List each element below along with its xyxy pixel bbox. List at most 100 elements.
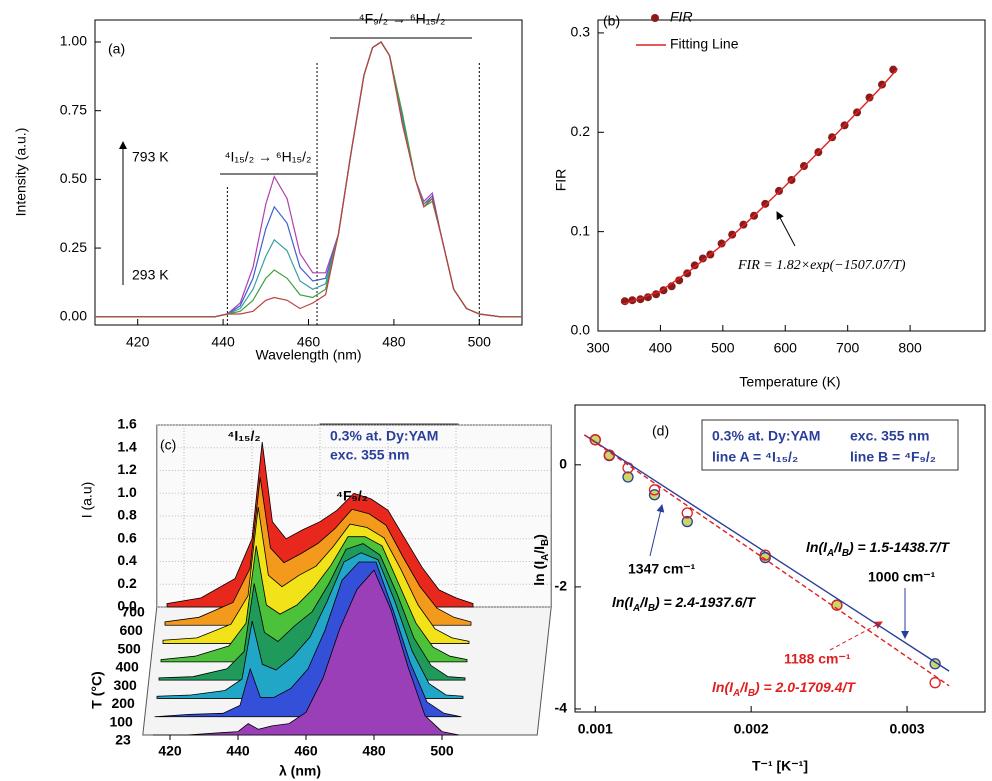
annotation: (a)	[108, 41, 125, 57]
text-part: ln (I	[531, 561, 547, 586]
text-part: A	[732, 688, 740, 699]
annotation: 1347 cm⁻¹	[628, 561, 696, 577]
y-axis-label: ln (IA/IB)	[531, 534, 551, 586]
annotation: (c)	[160, 437, 176, 453]
annotation: 793 K	[132, 149, 169, 165]
annotation: 0.3% at. Dy:YAM	[330, 428, 438, 444]
text-part: A	[826, 548, 834, 559]
y-tick-label: 1.2	[117, 461, 137, 477]
annotation: ⁴F₉/₂ → ⁶H₁₅/₂	[359, 11, 446, 27]
x-tick-label: 800	[898, 340, 922, 356]
data-point	[929, 658, 941, 670]
text-part: )	[531, 534, 547, 539]
depth-label: 700	[121, 604, 145, 620]
text-part: /I	[531, 546, 547, 554]
annotation: ⁴I₁₅/₂	[227, 428, 260, 444]
data-point	[675, 276, 684, 285]
text-part: ln(I	[612, 594, 634, 610]
spectrum-line	[95, 41, 522, 318]
annotation: ln(IA/IB) = 2.4-1937.6/T	[612, 594, 756, 614]
text-part: /I	[833, 539, 843, 555]
annotation: (d)	[652, 423, 669, 439]
y-tick-label: 0.2	[117, 575, 137, 591]
arrow	[829, 621, 883, 651]
annotation: 1000 cm⁻¹	[868, 569, 936, 585]
annotation: ⁴F₉/₂	[336, 488, 368, 504]
y-tick-label: 0	[559, 456, 567, 472]
x-tick-label: 400	[649, 340, 673, 356]
spectrum-layer	[153, 569, 460, 736]
data-point	[717, 239, 726, 248]
annotation: ln(IA/IB) = 2.0-1709.4/T	[712, 679, 856, 699]
x-tick-label: 700	[836, 340, 860, 356]
legend-label: FIR	[670, 9, 693, 25]
x-tick-label: 300	[586, 340, 610, 356]
x-tick-label: 420	[126, 334, 150, 350]
depth-label: 500	[117, 640, 141, 656]
text-part: ) = 2.4-1937.6/T	[653, 594, 756, 610]
y-tick-label: 0.50	[60, 170, 87, 186]
y-tick-label: 0.0	[117, 598, 137, 614]
annotation: FIR = 1.82×exp(−1507.07/T)	[737, 258, 906, 273]
y-tick-label: 0.8	[117, 507, 137, 523]
y-tick-label: -2	[555, 578, 568, 594]
data-point	[589, 434, 601, 446]
text-part: ln(I	[712, 679, 734, 695]
x-tick-label: 0.002	[734, 721, 769, 737]
fit-line	[584, 434, 950, 672]
y-tick-label: 0.4	[117, 552, 137, 568]
plot-frame	[574, 404, 986, 713]
x-tick-label: 460	[294, 743, 318, 759]
y-tick-label: -4	[555, 700, 568, 716]
depth-label: 400	[115, 659, 139, 675]
text-part: ) = 1.5-1438.7/T	[847, 539, 950, 555]
x-axis-label: Temperature (K)	[739, 374, 840, 390]
depth-label: 300	[113, 677, 137, 693]
data-point	[929, 677, 941, 689]
data-point	[865, 93, 874, 102]
z-axis-label: T (°C)	[89, 671, 105, 708]
x-tick-label: 420	[158, 743, 182, 759]
y-tick-label: 0.75	[60, 101, 87, 117]
y-tick-label: 0.00	[60, 307, 87, 323]
text-part: B	[842, 548, 849, 559]
text-part: B	[748, 688, 755, 699]
annotation: 293 K	[132, 267, 169, 283]
text-part: ) = 2.0-1709.4/T	[753, 679, 856, 695]
data-point	[648, 484, 661, 496]
y-tick-label: 0.1	[571, 222, 591, 238]
arrow	[649, 504, 665, 557]
text-part: /I	[639, 594, 649, 610]
fit-line	[584, 434, 950, 687]
y-axis-label: I (a.u)	[79, 482, 95, 519]
annotation: (b)	[603, 13, 620, 29]
depth-label: 100	[109, 713, 133, 729]
y-tick-label: 1.00	[60, 33, 87, 49]
x-tick-label: 440	[211, 334, 235, 350]
data-point	[878, 80, 887, 89]
data-point	[698, 254, 707, 263]
depth-label: 200	[111, 695, 135, 711]
annotation: line B = ⁴F₉/₂	[850, 449, 936, 465]
annotation: line A = ⁴I₁₅/₂	[712, 449, 798, 465]
annotation: ln(IA/IB) = 1.5-1438.7/T	[806, 539, 950, 559]
x-axis-label: Wavelength (nm)	[255, 347, 361, 363]
annotation: 0.3% at. Dy:YAM	[712, 428, 820, 444]
x-tick-label: 600	[774, 340, 798, 356]
text-part: /I	[739, 679, 749, 695]
data-point	[761, 199, 770, 208]
y-tick-label: 1.0	[117, 484, 137, 500]
x-axis-label: T⁻¹ [K⁻¹]	[752, 758, 808, 774]
y-tick-label: 1.4	[117, 438, 137, 454]
x-tick-label: 500	[468, 334, 492, 350]
y-axis-label: Intensity (a.u.)	[13, 128, 29, 217]
legend-marker	[651, 14, 659, 22]
x-tick-label: 0.003	[890, 721, 925, 737]
legend-label: Fitting Line	[670, 36, 739, 52]
annotation: exc. 355 nm	[850, 428, 929, 444]
y-tick-label: 0.2	[571, 123, 591, 139]
y-tick-label: 0.3	[571, 24, 591, 40]
text-part: B	[648, 603, 655, 614]
